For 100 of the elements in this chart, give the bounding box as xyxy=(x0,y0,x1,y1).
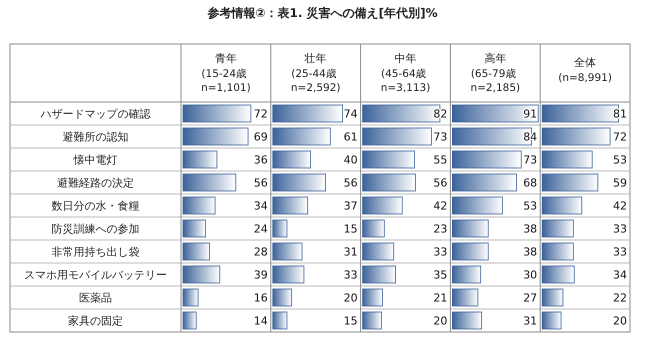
data-label: 20 xyxy=(344,292,358,304)
data-label: 36 xyxy=(254,154,268,166)
bar xyxy=(542,266,575,284)
bar xyxy=(272,220,288,238)
bar xyxy=(452,104,539,122)
y-tick-label: 避難所の認知 xyxy=(62,130,128,144)
data-label: 38 xyxy=(523,222,538,236)
data-label: 22 xyxy=(613,292,627,304)
bar xyxy=(272,128,331,146)
bar xyxy=(362,150,415,168)
bar xyxy=(362,312,382,330)
chart-subtitle: (65-79歳 n=2,185) xyxy=(470,67,520,94)
data-label: 53 xyxy=(523,200,538,212)
bar xyxy=(272,104,343,122)
y-tick-label: 非常用持ち出し袋 xyxy=(52,246,140,258)
bar xyxy=(182,312,197,330)
bar xyxy=(362,288,383,306)
data-label: 53 xyxy=(613,154,627,166)
bar xyxy=(542,150,593,168)
data-label: 39 xyxy=(254,268,268,282)
bar xyxy=(362,242,394,260)
data-label: 42 xyxy=(433,200,448,212)
data-label: 14 xyxy=(254,314,268,328)
data-label: 33 xyxy=(613,222,627,236)
data-label: 28 xyxy=(254,246,268,258)
bar xyxy=(362,128,432,146)
bar xyxy=(452,196,503,214)
chart-subtitle: (15-24歳 n=1,101) xyxy=(201,67,251,94)
bar xyxy=(272,266,304,284)
data-label: 20 xyxy=(613,314,627,328)
y-tick-label: 避難経路の決定 xyxy=(57,176,134,190)
bar xyxy=(272,174,326,192)
data-label: 34 xyxy=(254,200,268,212)
bar xyxy=(452,242,489,260)
y-tick-label: ハザードマップの確認 xyxy=(40,108,150,120)
data-label: 55 xyxy=(433,154,448,166)
bar xyxy=(182,128,248,146)
data-label: 15 xyxy=(344,222,358,236)
data-label: 38 xyxy=(523,246,538,258)
data-label: 31 xyxy=(523,314,538,328)
bar xyxy=(272,288,292,306)
chart-title: 高年 xyxy=(484,52,506,65)
chart-title: 青年 xyxy=(214,52,237,65)
bar xyxy=(362,196,403,214)
y-tick-label: スマホ用モバイルバッテリー xyxy=(24,268,167,282)
bar xyxy=(182,196,216,214)
data-label: 69 xyxy=(254,130,268,144)
data-label: 68 xyxy=(523,176,538,190)
y-tick-label: 家具の固定 xyxy=(68,314,123,328)
chart-subtitle: (25-44歳 n=2,592) xyxy=(290,67,341,94)
text: 参考情報②：表1. 災害への備え[年代別]% xyxy=(206,6,438,20)
bar xyxy=(182,104,252,122)
data-label: 31 xyxy=(344,246,358,258)
data-label: 33 xyxy=(613,246,627,258)
data-label: 15 xyxy=(344,314,358,328)
y-tick-label: 懐中電灯 xyxy=(72,154,118,166)
bar xyxy=(452,288,478,306)
data-label: 16 xyxy=(254,292,268,304)
data-label: 56 xyxy=(344,176,358,190)
bar xyxy=(542,196,582,214)
bar xyxy=(272,312,288,330)
bar xyxy=(362,174,416,192)
bar xyxy=(452,312,482,330)
bar xyxy=(452,220,489,238)
bar xyxy=(542,242,574,260)
bar xyxy=(542,312,562,330)
bar xyxy=(542,288,564,306)
data-label: 33 xyxy=(433,246,448,258)
chart-subtitle: (45-64歳 n=3,113) xyxy=(380,67,430,94)
bar xyxy=(452,174,517,192)
y-tick-label: 数日分の水・食糧 xyxy=(52,200,140,212)
data-label: 27 xyxy=(523,292,538,304)
bar xyxy=(542,174,598,192)
chart-subtitle: (n=8,991) xyxy=(558,72,612,84)
bar xyxy=(272,196,308,214)
data-label: 23 xyxy=(433,222,448,236)
data-label: 56 xyxy=(433,176,448,190)
data-label: 61 xyxy=(344,130,358,144)
bar xyxy=(362,220,385,238)
data-label: 21 xyxy=(433,292,448,304)
data-label: 42 xyxy=(613,200,627,212)
bar xyxy=(452,150,522,168)
chart-title: 全体 xyxy=(574,56,596,69)
bar xyxy=(362,266,396,284)
y-tick-label: 防災訓練への参加 xyxy=(52,222,140,236)
bar xyxy=(452,266,482,284)
data-label: 56 xyxy=(254,176,268,190)
chart-title: 壮年 xyxy=(304,52,327,65)
data-label: 33 xyxy=(344,268,358,282)
bar xyxy=(182,220,206,238)
data-label: 40 xyxy=(344,154,358,166)
bar xyxy=(542,128,610,146)
bar xyxy=(182,174,236,192)
data-label: 35 xyxy=(433,268,448,282)
data-label: 72 xyxy=(254,108,268,120)
bar xyxy=(182,242,210,260)
data-label: 59 xyxy=(613,176,627,190)
bar xyxy=(182,150,218,168)
data-label: 24 xyxy=(254,222,268,236)
data-label: 30 xyxy=(523,268,538,282)
